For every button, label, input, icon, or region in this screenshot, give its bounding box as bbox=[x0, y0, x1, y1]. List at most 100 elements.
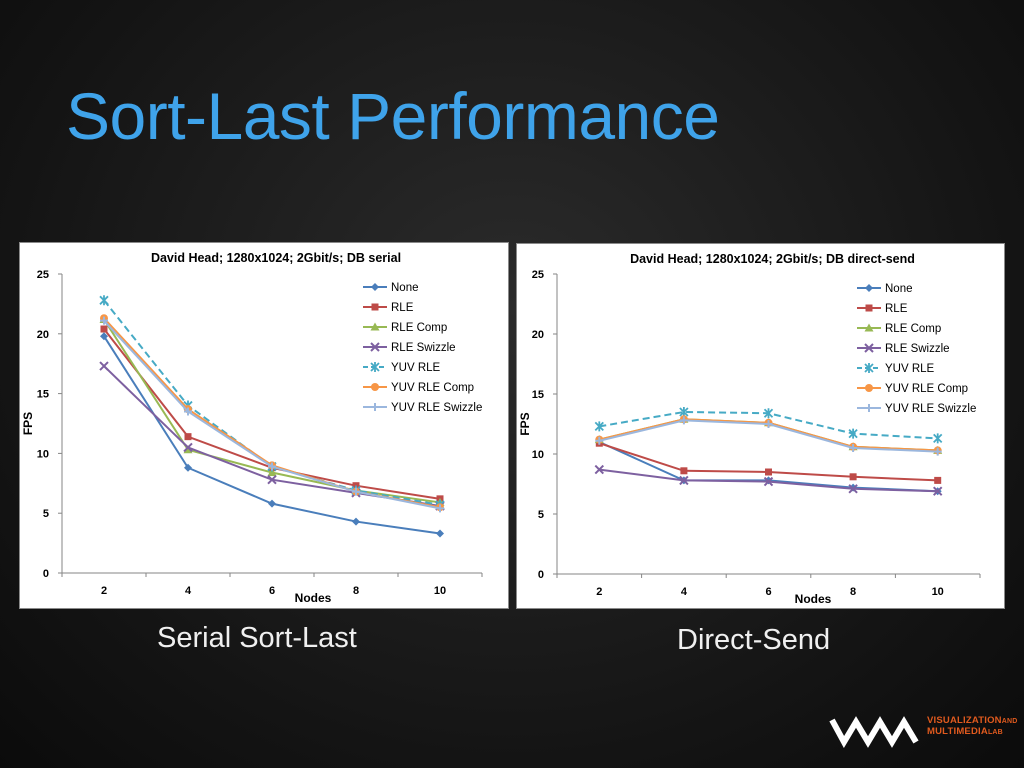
x-tick-label: 6 bbox=[269, 585, 275, 597]
legend-label: RLE Comp bbox=[391, 322, 447, 334]
y-axis-label: FPS bbox=[518, 412, 532, 435]
data-point bbox=[183, 442, 193, 453]
legend-item: RLE Comp bbox=[857, 323, 941, 335]
data-point bbox=[933, 447, 942, 456]
data-point bbox=[100, 325, 108, 333]
data-point bbox=[183, 445, 193, 454]
legend-marker bbox=[864, 323, 874, 332]
caption-serial-sort-last: Serial Sort-Last bbox=[157, 622, 357, 654]
axes: 0 5 10 15 20 25 2 4 6 8 10 Nodes FPS bbox=[518, 269, 981, 606]
legend-label: YUV RLE Swizzle bbox=[391, 402, 482, 414]
legend-item: RLE bbox=[363, 302, 414, 314]
data-point bbox=[352, 487, 360, 496]
legend-label: YUV RLE bbox=[885, 363, 935, 375]
y-tick-label: 25 bbox=[37, 269, 49, 281]
series-yuv-rle bbox=[594, 407, 943, 444]
legend-marker bbox=[371, 283, 379, 291]
legend-marker bbox=[864, 343, 874, 353]
x-axis-label: Nodes bbox=[795, 592, 832, 606]
series-none bbox=[100, 332, 444, 538]
legend-marker bbox=[865, 304, 873, 312]
legend-label: RLE bbox=[885, 303, 908, 315]
data-point bbox=[100, 332, 108, 341]
legend: None RLE RLE Comp RLE Swizzle YUV RLE YUV RLE… bbox=[363, 282, 482, 414]
series-rle-swizzle bbox=[594, 464, 943, 496]
y-tick-label: 0 bbox=[538, 569, 544, 581]
data-point bbox=[848, 484, 858, 494]
chart-direct-send: David Head; 1280x1024; 2Gbit/s; DB direc… bbox=[518, 252, 981, 606]
data-point bbox=[932, 486, 943, 496]
legend-item: YUV RLE Swizzle bbox=[363, 402, 482, 414]
x-tick-label: 2 bbox=[101, 585, 107, 597]
axes: 0 5 10 15 20 25 2 4 6 8 10 Nodes FPS bbox=[21, 269, 483, 605]
data-point bbox=[848, 428, 858, 439]
data-point bbox=[184, 463, 192, 472]
legend-marker bbox=[371, 403, 379, 411]
chart-serial: David Head; 1280x1024; 2Gbit/s; DB seria… bbox=[21, 251, 483, 605]
vml-logo-icon bbox=[829, 716, 919, 748]
legend-item: YUV RLE Comp bbox=[857, 383, 968, 395]
legend-label: YUV RLE Comp bbox=[885, 383, 968, 395]
legend-marker bbox=[864, 363, 874, 373]
data-point bbox=[352, 517, 360, 526]
lab-logo-text: VISUALIZATIONAND MULTIMEDIALAB bbox=[927, 716, 1018, 738]
data-point bbox=[679, 475, 689, 486]
x-tick-label: 8 bbox=[850, 586, 856, 598]
data-point bbox=[99, 295, 109, 306]
series-line bbox=[103, 365, 441, 508]
legend-item: RLE Swizzle bbox=[857, 343, 950, 355]
logo-line2b: LAB bbox=[987, 729, 1003, 736]
data-point bbox=[100, 316, 108, 325]
x-tick-label: 2 bbox=[596, 586, 602, 598]
data-point bbox=[763, 476, 774, 487]
chart-serial-panel: David Head; 1280x1024; 2Gbit/s; DB seria… bbox=[19, 242, 509, 609]
data-point bbox=[765, 468, 772, 476]
x-tick-label: 6 bbox=[765, 586, 771, 598]
legend-item: YUV RLE Comp bbox=[363, 382, 474, 394]
legend-item: RLE Comp bbox=[363, 322, 447, 334]
data-point bbox=[267, 468, 277, 477]
legend-marker bbox=[865, 384, 873, 392]
data-point bbox=[679, 416, 688, 425]
y-tick-label: 25 bbox=[532, 269, 544, 281]
legend-item: YUV RLE bbox=[857, 363, 935, 375]
legend-item: YUV RLE Swizzle bbox=[857, 403, 976, 415]
y-tick-label: 5 bbox=[43, 508, 49, 520]
legend-marker bbox=[865, 404, 873, 412]
legend-label: RLE Swizzle bbox=[391, 342, 456, 354]
legend-label: RLE Swizzle bbox=[885, 343, 950, 355]
data-point bbox=[763, 408, 774, 419]
chart-title: David Head; 1280x1024; 2Gbit/s; DB direc… bbox=[630, 252, 915, 266]
legend-label: None bbox=[391, 282, 419, 294]
y-tick-label: 10 bbox=[37, 448, 49, 460]
legend-marker bbox=[865, 284, 873, 292]
data-point bbox=[933, 433, 943, 444]
legend-marker bbox=[370, 362, 380, 372]
legend-label: YUV RLE bbox=[391, 362, 441, 374]
y-tick-label: 15 bbox=[532, 389, 544, 401]
data-point bbox=[934, 476, 942, 484]
data-point bbox=[849, 444, 858, 452]
legend-label: None bbox=[885, 283, 913, 295]
data-point bbox=[594, 464, 605, 475]
chart-title: David Head; 1280x1024; 2Gbit/s; DB seria… bbox=[151, 251, 401, 265]
data-point bbox=[268, 499, 276, 508]
x-tick-label: 8 bbox=[353, 585, 359, 597]
legend-label: RLE Comp bbox=[885, 323, 941, 335]
legend-item: None bbox=[363, 282, 419, 294]
data-point bbox=[184, 407, 192, 416]
series-none bbox=[595, 438, 942, 496]
legend-item: None bbox=[857, 283, 913, 295]
data-point bbox=[680, 467, 688, 475]
y-tick-label: 20 bbox=[37, 329, 49, 341]
legend-marker bbox=[371, 383, 379, 391]
chart-direct-send-panel: David Head; 1280x1024; 2Gbit/s; DB direc… bbox=[516, 243, 1005, 609]
slide-title: Sort-Last Performance bbox=[66, 79, 720, 153]
legend-label: YUV RLE Swizzle bbox=[885, 403, 976, 415]
data-point bbox=[184, 433, 192, 441]
x-axis-label: Nodes bbox=[295, 591, 332, 605]
data-point bbox=[267, 475, 277, 485]
logo-line1: VISUALIZATION bbox=[927, 715, 1002, 726]
legend-marker bbox=[371, 303, 379, 311]
x-tick-label: 10 bbox=[434, 585, 446, 597]
